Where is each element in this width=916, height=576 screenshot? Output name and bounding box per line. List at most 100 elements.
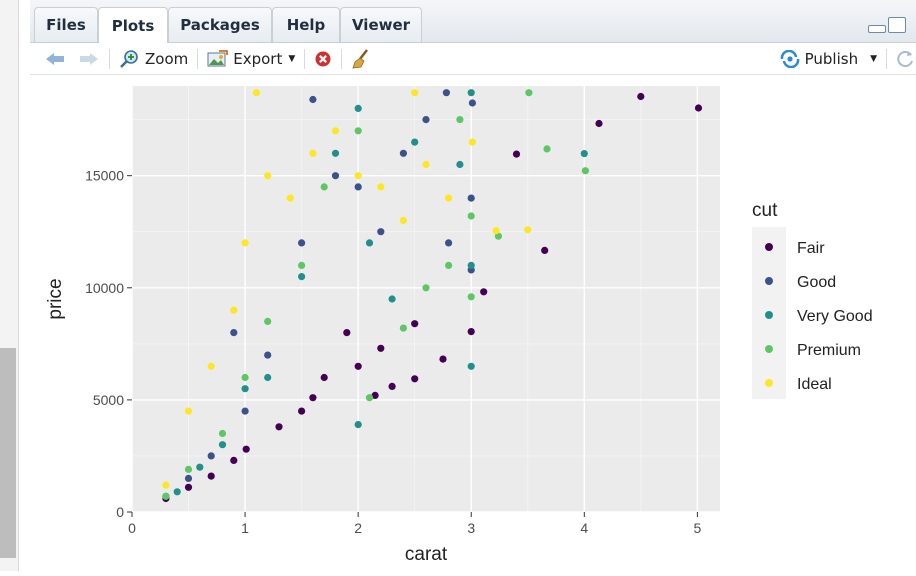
back-button[interactable] (30, 47, 72, 71)
toolbar-divider (886, 48, 887, 69)
export-label: Export (233, 49, 283, 68)
data-point (241, 239, 249, 247)
clear-plots-button[interactable] (345, 47, 377, 71)
legend-entry: Very Good (765, 308, 873, 325)
tab-files[interactable]: Files (34, 7, 98, 42)
legend-key (765, 311, 773, 319)
forward-button[interactable] (72, 47, 106, 71)
legend-key (765, 243, 773, 251)
data-point (354, 362, 362, 370)
data-point (184, 407, 193, 415)
legend-entry: Ideal (765, 376, 832, 393)
export-button[interactable]: Export ▼ (201, 47, 301, 71)
data-point (241, 385, 249, 393)
data-point (309, 394, 317, 402)
broom-icon (352, 48, 369, 68)
plot-panel (132, 86, 720, 512)
data-point (264, 172, 272, 180)
data-point (494, 232, 502, 240)
scatter-chart: 0 1 2 3 4 5 0 5000 10000 15000 carat price cut Fa… (45, 86, 873, 565)
remove-plot-button[interactable] (308, 47, 338, 71)
left-pane-scrollbar[interactable] (0, 348, 16, 558)
data-point (694, 104, 703, 112)
data-point (207, 472, 215, 480)
data-point (320, 373, 328, 382)
plot-viewport: 0 1 2 3 4 5 0 5000 10000 15000 carat price cut Fa… (30, 75, 916, 571)
data-point (439, 355, 447, 363)
legend: cut Fair Good Very Good Premium Ideal (752, 200, 873, 399)
y-tick-label: 15000 (85, 168, 124, 184)
tab-viewer[interactable]: Viewer (340, 7, 422, 42)
axes: 0 1 2 3 4 5 0 5000 10000 15000 (85, 168, 701, 536)
data-point (467, 293, 475, 301)
zoom-button[interactable]: Zoom (113, 47, 194, 71)
toolbar-divider (109, 48, 110, 69)
data-point (399, 324, 407, 332)
data-point (242, 445, 250, 453)
window-controls (868, 17, 906, 33)
data-point (354, 183, 362, 191)
plots-toolbar: Zoom Export ▼ Publish ▼ (30, 43, 916, 75)
tab-packages[interactable]: Packages (168, 7, 272, 42)
data-point (196, 463, 204, 471)
data-point (456, 160, 464, 169)
data-point (298, 407, 306, 415)
series-fair (162, 92, 703, 503)
data-point (377, 228, 385, 236)
zoom-label: Zoom (145, 49, 189, 68)
data-point (411, 320, 419, 328)
tab-plots[interactable]: Plots (98, 7, 168, 43)
legend-entry: Premium (765, 342, 861, 359)
data-point (468, 99, 476, 107)
legend-title: cut (752, 200, 778, 221)
data-point (388, 382, 396, 390)
data-point (525, 89, 533, 97)
data-point (399, 149, 407, 157)
data-point (468, 138, 476, 146)
zoom-icon (120, 49, 138, 68)
data-point (445, 261, 453, 269)
y-tick-label: 10000 (85, 280, 124, 296)
maximize-icon[interactable] (888, 17, 906, 33)
minimize-icon[interactable] (868, 25, 886, 33)
data-point (331, 127, 340, 135)
data-point (580, 150, 588, 158)
data-point (581, 167, 590, 175)
legend-entry: Fair (765, 240, 825, 257)
refresh-icon (897, 50, 913, 67)
data-point (354, 104, 362, 112)
publish-button[interactable]: Publish ▼ (773, 47, 883, 71)
data-point (331, 172, 340, 180)
export-dropdown-caret: ▼ (288, 53, 296, 64)
x-tick-label: 5 (693, 520, 701, 536)
publish-label: Publish (804, 49, 859, 68)
data-point (230, 329, 238, 337)
data-point (399, 216, 407, 225)
data-point (377, 183, 385, 191)
legend-label: Fair (797, 240, 825, 257)
data-point (467, 194, 475, 202)
legend-label: Ideal (797, 376, 832, 393)
data-point (230, 456, 238, 464)
data-point (354, 127, 362, 135)
data-point (543, 145, 551, 153)
y-tick-label: 0 (116, 504, 124, 520)
data-point (467, 212, 475, 220)
data-point (377, 344, 385, 352)
data-point (162, 492, 170, 500)
data-point (541, 246, 549, 254)
data-point (492, 227, 500, 235)
tab-help[interactable]: Help (272, 7, 340, 42)
data-point (264, 317, 272, 325)
data-point (309, 149, 317, 157)
x-tick-label: 2 (354, 520, 362, 536)
data-point (512, 150, 521, 158)
data-point (365, 239, 374, 247)
data-point (422, 160, 430, 169)
data-point (298, 239, 306, 247)
data-point (286, 194, 294, 202)
legend-key (765, 277, 773, 285)
refresh-button[interactable] (890, 47, 916, 71)
x-tick-label: 0 (128, 520, 136, 536)
data-point (467, 328, 475, 336)
